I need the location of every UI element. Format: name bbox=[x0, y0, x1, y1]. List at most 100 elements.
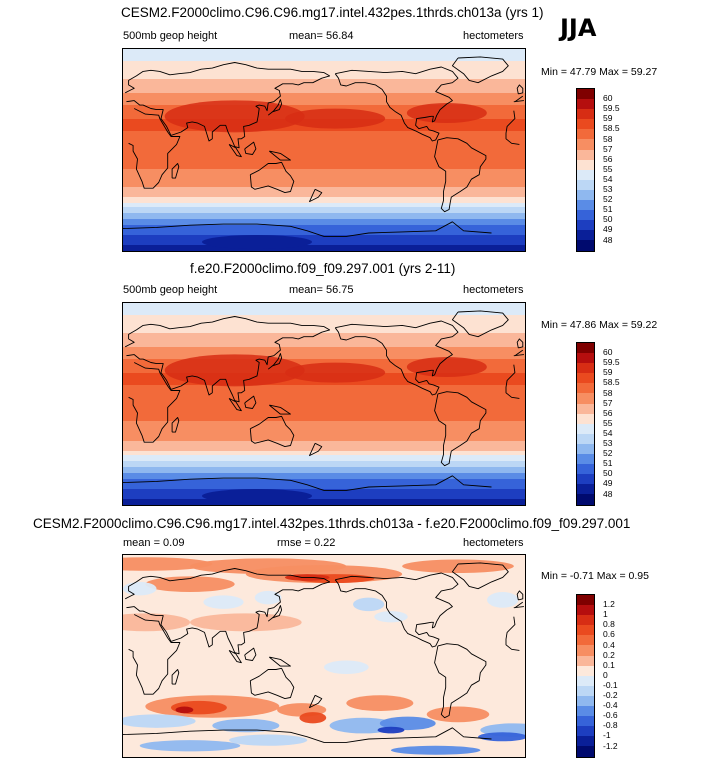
high-pressure-blob bbox=[285, 362, 386, 383]
colorbar-swatch bbox=[577, 169, 594, 180]
panel3-minmax: Min = -0.71 Max = 0.95 bbox=[541, 570, 649, 582]
panel1-mean-label: mean= 56.84 bbox=[289, 30, 354, 42]
colorbar-tick-label: 54 bbox=[603, 427, 613, 438]
colorbar-swatch bbox=[577, 200, 594, 211]
colorbar-tick-label: 52 bbox=[603, 448, 613, 459]
colorbar-tick-label: 0.1 bbox=[603, 659, 615, 670]
colorbar-swatch bbox=[577, 230, 594, 241]
anomaly-blob bbox=[379, 716, 436, 731]
colorbar-swatch bbox=[577, 139, 594, 150]
panel1-variable-label: 500mb geop height bbox=[123, 30, 218, 42]
anomaly-blob bbox=[391, 745, 481, 755]
colorbar-swatch bbox=[577, 746, 594, 757]
anomaly-blob bbox=[377, 726, 405, 734]
anomaly-blob bbox=[175, 706, 194, 714]
anomaly-blob bbox=[123, 714, 196, 728]
colorbar-tick-label: -0.1 bbox=[603, 679, 618, 690]
colorbar-tick-label: 53 bbox=[603, 438, 613, 448]
colorbar-tick-label: 48 bbox=[603, 488, 613, 499]
colorbar-swatch bbox=[577, 595, 594, 606]
colorbar-box bbox=[576, 88, 595, 252]
anomaly-blob bbox=[478, 732, 525, 742]
colorbar-swatch bbox=[577, 685, 594, 696]
colorbar-tick-label: 55 bbox=[603, 163, 613, 174]
colorbar-swatch bbox=[577, 129, 594, 140]
colorbar-tick-label: 54 bbox=[603, 173, 613, 184]
colorbar-tick-label: 51 bbox=[603, 204, 613, 215]
colorbar-swatch bbox=[577, 464, 594, 475]
colorbar-tick-label: 0.6 bbox=[603, 629, 615, 640]
colorbar-box bbox=[576, 342, 595, 506]
colorbar-tick-label: 58 bbox=[603, 133, 613, 144]
colorbar-tick-label: 52 bbox=[603, 194, 613, 205]
high-pressure-blob bbox=[406, 356, 487, 377]
colorbar-swatch bbox=[577, 373, 594, 384]
panel2-map bbox=[122, 302, 526, 506]
colorbar-tick-label: 58 bbox=[603, 387, 613, 398]
high-pressure-blob bbox=[406, 102, 487, 123]
colorbar-swatch bbox=[577, 353, 594, 364]
field-bands bbox=[123, 303, 525, 505]
panel2-variable-label: 500mb geop height bbox=[123, 284, 218, 296]
colorbar-swatch bbox=[577, 210, 594, 221]
colorbar-swatch bbox=[577, 695, 594, 707]
colorbar-swatch bbox=[577, 189, 594, 201]
high-pressure-blob bbox=[285, 108, 386, 129]
panel3-units-label: hectometers bbox=[463, 537, 524, 549]
colorbar-swatch bbox=[577, 665, 594, 676]
colorbar-tick-label: 51 bbox=[603, 458, 613, 469]
anomaly-blob bbox=[402, 559, 514, 573]
colorbar-swatch bbox=[577, 726, 594, 737]
colorbar-swatch bbox=[577, 413, 594, 424]
colorbar-swatch bbox=[577, 89, 594, 100]
colorbar-swatch bbox=[577, 716, 594, 727]
colorbar-tick-label: 53 bbox=[603, 184, 613, 194]
colorbar-swatch bbox=[577, 736, 594, 747]
colorbar-tick-label: 59 bbox=[603, 367, 613, 378]
anomaly-blob bbox=[374, 611, 408, 623]
colorbar-tick-label: 49 bbox=[603, 478, 613, 489]
colorbar-swatch bbox=[577, 179, 594, 190]
colorbar-box bbox=[576, 594, 595, 758]
colorbar-swatch bbox=[577, 615, 594, 626]
anomaly-blob bbox=[139, 740, 241, 752]
colorbar-tick-label: 0.8 bbox=[603, 619, 615, 630]
colorbar-tick-label: 57 bbox=[603, 397, 613, 408]
season-label: JJA bbox=[560, 14, 597, 42]
anomaly-blob bbox=[123, 613, 190, 632]
colorbar-tick-label: 60 bbox=[603, 93, 613, 104]
colorbar-swatch bbox=[577, 119, 594, 130]
colorbar-swatch bbox=[577, 343, 594, 354]
anomaly-blob bbox=[123, 557, 213, 571]
panel1-units-label: hectometers bbox=[463, 30, 524, 42]
colorbar-tick-label: 1.2 bbox=[603, 599, 615, 610]
colorbar-swatch bbox=[577, 625, 594, 636]
colorbar-tick-label: 49 bbox=[603, 224, 613, 235]
panel2-title: f.e20.F2000climo.f09_f09.297.001 (yrs 2-… bbox=[190, 261, 456, 276]
colorbar-tick-label: 58.5 bbox=[603, 123, 620, 134]
anomaly-blob bbox=[123, 581, 157, 596]
coastlines bbox=[123, 562, 524, 743]
coastlines bbox=[123, 56, 524, 237]
colorbar-swatch bbox=[577, 149, 594, 160]
colorbar-tick-label: 59.5 bbox=[603, 103, 620, 114]
colorbar-swatch bbox=[577, 645, 594, 656]
colorbar-tick-label: 0 bbox=[603, 669, 608, 680]
colorbar-tick-label: 50 bbox=[603, 214, 613, 225]
colorbar-swatch bbox=[577, 655, 594, 666]
colorbar-swatch bbox=[577, 403, 594, 414]
panel2-minmax: Min = 47.86 Max = 59.22 bbox=[541, 319, 658, 331]
colorbar-tick-label: 57 bbox=[603, 143, 613, 154]
colorbar-swatch bbox=[577, 443, 594, 455]
colorbar-tick-label: 0.2 bbox=[603, 649, 615, 660]
colorbar-tick-label: 59.5 bbox=[603, 357, 620, 368]
anomaly-blob bbox=[426, 706, 490, 723]
colorbar-tick-label: -0.6 bbox=[603, 710, 618, 721]
colorbar-swatch bbox=[577, 363, 594, 374]
anomaly-blob bbox=[212, 718, 280, 733]
colorbar-swatch bbox=[577, 240, 594, 251]
colorbar-swatch bbox=[577, 383, 594, 394]
panel3-map bbox=[122, 554, 526, 758]
colorbar-tick-label: 55 bbox=[603, 417, 613, 428]
colorbar-swatch bbox=[577, 109, 594, 120]
